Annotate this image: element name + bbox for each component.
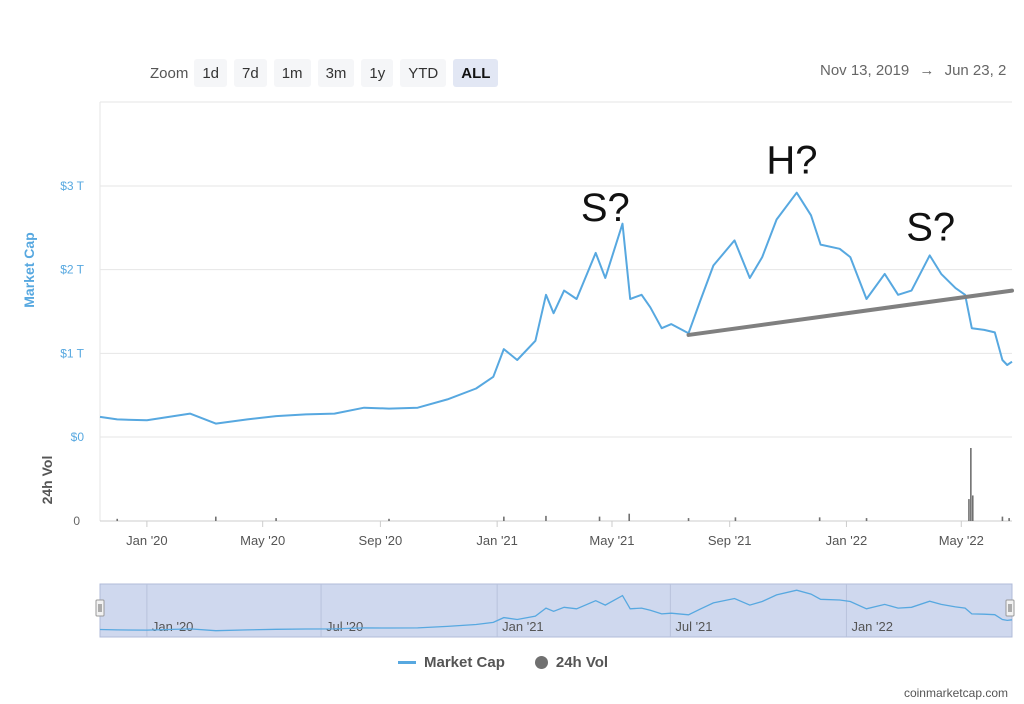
source-credit: coinmarketcap.com bbox=[903, 686, 1008, 700]
x-tick-label: Jan '20 bbox=[126, 533, 168, 548]
drag-handle-icon bbox=[95, 599, 105, 617]
legend-item-24h-vol[interactable]: 24h Vol bbox=[534, 654, 609, 671]
volume-bar bbox=[598, 516, 601, 521]
zoom-ytd-button[interactable]: YTD bbox=[400, 59, 447, 87]
volume-bar bbox=[734, 517, 737, 521]
zoom-3m-button[interactable]: 3m bbox=[317, 59, 355, 87]
x-tick-label: May '20 bbox=[240, 533, 285, 548]
line-swatch-icon bbox=[398, 661, 416, 664]
zoom-toolbar: Zoom 1d 7d 1m 3m 1y YTD ALL bbox=[150, 58, 505, 88]
navigator-tick-label: Jan '20 bbox=[152, 619, 194, 634]
volume-bar bbox=[968, 499, 970, 521]
y-tick-label: $2 T bbox=[60, 263, 84, 277]
y-tick-label: $1 T bbox=[60, 346, 84, 360]
navigator-tick-label: Jan '21 bbox=[502, 619, 544, 634]
navigator-tick-label: Jul '21 bbox=[675, 619, 712, 634]
navigator-line bbox=[99, 589, 1013, 632]
volume-bar bbox=[214, 516, 217, 521]
x-tick-label: May '22 bbox=[939, 533, 984, 548]
navigator-tick-label: Jan '22 bbox=[851, 619, 893, 634]
y-axis-title: Market Cap bbox=[21, 232, 37, 307]
zoom-label: Zoom bbox=[150, 64, 189, 82]
volume-bar bbox=[970, 448, 972, 521]
date-range: Nov 13, 2019 → Jun 23, 2 bbox=[820, 62, 1006, 79]
zoom-1d-button[interactable]: 1d bbox=[194, 59, 228, 87]
volume-bar bbox=[116, 518, 119, 521]
zoom-7d-button[interactable]: 7d bbox=[234, 59, 267, 87]
volume-bar bbox=[545, 515, 547, 521]
chart-legend: Market Cap 24h Vol bbox=[398, 654, 638, 671]
date-range-from[interactable]: Nov 13, 2019 bbox=[820, 62, 910, 79]
volume-bar bbox=[971, 495, 974, 521]
circle-swatch-icon bbox=[534, 656, 548, 669]
zoom-all-button[interactable]: ALL bbox=[453, 59, 499, 87]
volume-bar bbox=[1008, 518, 1010, 521]
pattern-annotation: H? bbox=[766, 138, 817, 182]
volume-bar bbox=[687, 518, 690, 521]
pattern-annotation: S? bbox=[906, 205, 955, 249]
navigator-tick-label: Jul '20 bbox=[326, 619, 363, 634]
y-tick-label: $3 T bbox=[60, 179, 84, 193]
x-tick-label: Sep '21 bbox=[708, 533, 752, 548]
legend-label-market-cap: Market Cap bbox=[424, 654, 505, 671]
x-tick-label: May '21 bbox=[589, 533, 634, 548]
arrow-right-icon: → bbox=[919, 62, 935, 79]
x-tick-label: Jan '22 bbox=[826, 533, 868, 548]
market-cap-line bbox=[99, 191, 1013, 425]
volume-bar bbox=[865, 518, 868, 521]
pattern-annotation: S? bbox=[581, 186, 630, 230]
x-tick-label: Jan '21 bbox=[476, 533, 518, 548]
x-tick-label: Sep '20 bbox=[359, 533, 403, 548]
legend-label-24h-vol: 24h Vol bbox=[555, 654, 609, 671]
volume-bar bbox=[503, 516, 505, 521]
navigator-handle-right[interactable] bbox=[1005, 599, 1015, 617]
zoom-1m-button[interactable]: 1m bbox=[273, 59, 311, 87]
navigator-handle-left[interactable] bbox=[95, 599, 105, 617]
volume-bar bbox=[275, 518, 277, 521]
volume-tick-label: 0 bbox=[73, 514, 80, 528]
neckline-trendline bbox=[686, 288, 1014, 337]
legend-item-market-cap[interactable]: Market Cap bbox=[398, 654, 505, 671]
volume-bar bbox=[1001, 516, 1004, 521]
volume-axis-title: 24h Vol bbox=[39, 456, 55, 505]
volume-bar bbox=[628, 513, 631, 521]
date-range-to[interactable]: Jun 23, 2 bbox=[944, 62, 1007, 79]
volume-bar bbox=[388, 518, 390, 521]
drag-handle-icon bbox=[1005, 599, 1015, 617]
zoom-1y-button[interactable]: 1y bbox=[361, 59, 394, 87]
y-tick-label: $0 bbox=[71, 430, 85, 444]
volume-bar bbox=[818, 517, 821, 521]
